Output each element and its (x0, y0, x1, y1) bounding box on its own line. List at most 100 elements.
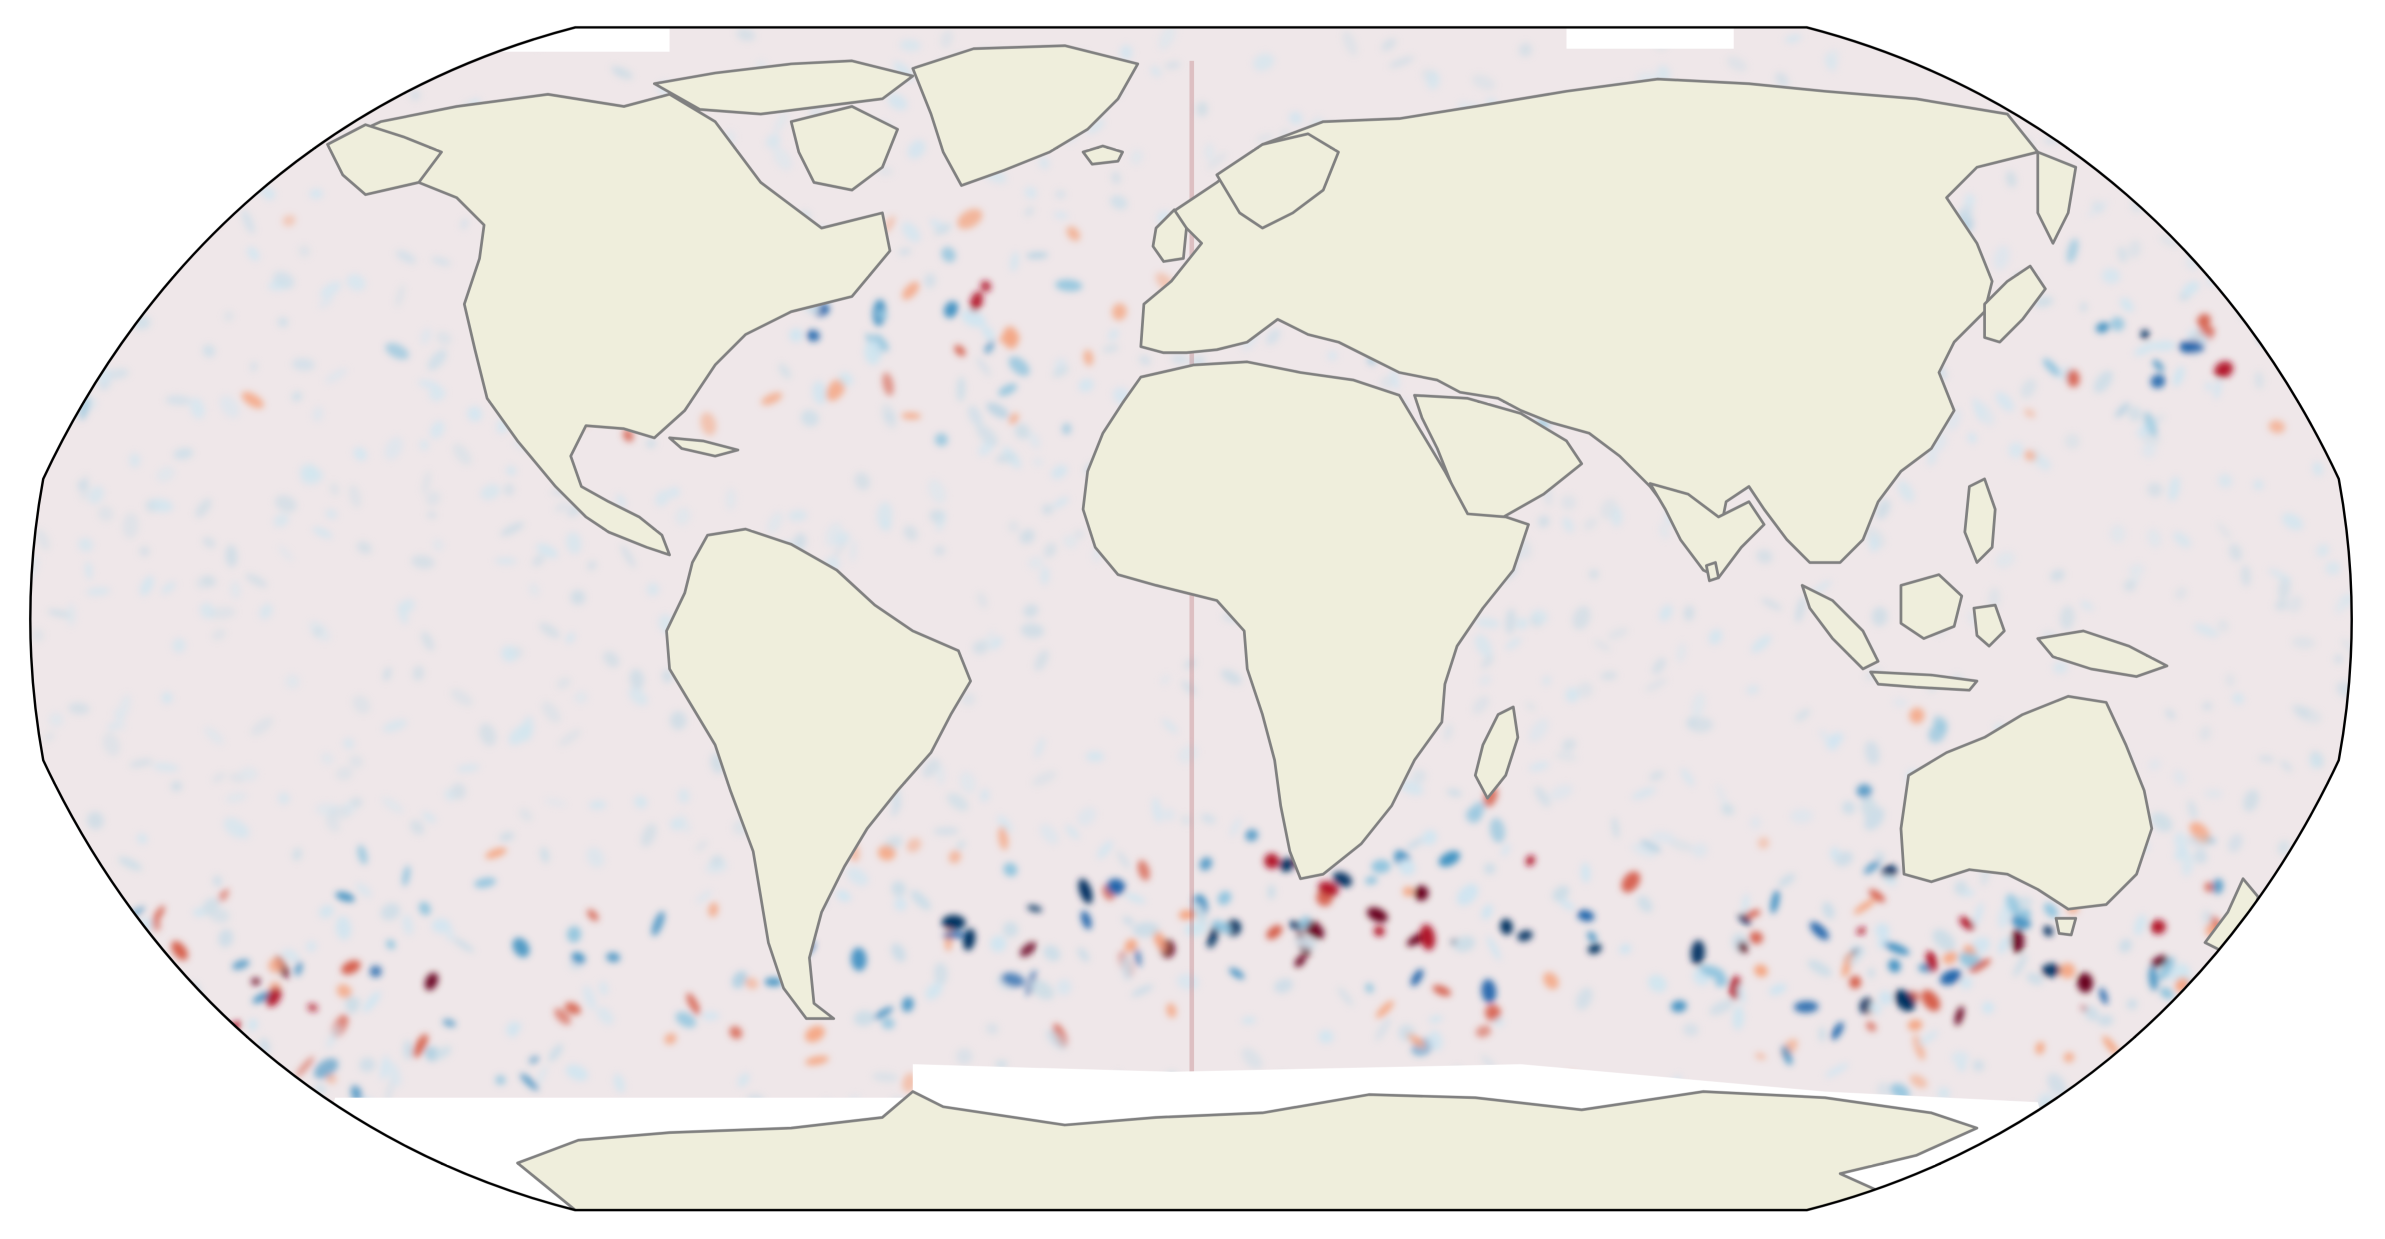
anomaly-eddy (1485, 1004, 1501, 1022)
anomaly-eddy (2263, 294, 2280, 310)
anomaly-eddy (1555, 752, 1578, 761)
anomaly-eddy (1028, 431, 1041, 449)
anomaly-eddy (421, 811, 437, 823)
anomaly-eddy (55, 206, 80, 224)
anomaly-eddy (172, 1014, 190, 1030)
anomaly-eddy (1954, 880, 1968, 895)
anomaly-eddy (176, 179, 188, 195)
anomaly-eddy (103, 1181, 119, 1196)
anomaly-eddy (221, 1140, 233, 1162)
anomaly-eddy (2072, 1131, 2094, 1149)
anomaly-eddy (2249, 299, 2262, 313)
anomaly-eddy (1086, 119, 1105, 134)
anomaly-eddy (2008, 442, 2024, 459)
anomaly-eddy (2150, 374, 2166, 389)
anomaly-eddy (773, 111, 788, 134)
anomaly-eddy (255, 1130, 276, 1153)
anomaly-eddy (2280, 760, 2293, 772)
anomaly-eddy (1008, 356, 1030, 376)
anomaly-eddy (2196, 41, 2214, 58)
anomaly-eddy (48, 712, 64, 728)
anomaly-eddy (2267, 249, 2286, 274)
anomaly-eddy (1824, 1063, 1849, 1078)
anomaly-eddy (30, 1172, 40, 1188)
anomaly-eddy (156, 466, 175, 483)
anomaly-eddy (235, 45, 246, 69)
anomaly-eddy (2251, 194, 2268, 210)
anomaly-eddy (2288, 858, 2303, 884)
anomaly-eddy (1993, 245, 2010, 271)
anomaly-eddy (1475, 1025, 1492, 1038)
anomaly-eddy (2096, 41, 2108, 53)
anomaly-eddy (30, 975, 50, 990)
anomaly-eddy (2304, 1057, 2320, 1079)
anomaly-eddy (1184, 921, 1208, 937)
anomaly-eddy (1443, 723, 1453, 741)
anomaly-eddy (346, 274, 366, 291)
anomaly-eddy (460, 218, 468, 230)
anomaly-eddy (2249, 299, 2262, 313)
anomaly-eddy (1342, 30, 1358, 56)
anomaly-eddy (2276, 165, 2293, 181)
anomaly-eddy (30, 981, 45, 991)
anomaly-eddy (79, 863, 92, 878)
anomaly-eddy (352, 695, 371, 714)
landmass-tasmania (2054, 916, 2078, 937)
anomaly-eddy (157, 995, 172, 1021)
anomaly-eddy (1818, 1026, 1826, 1042)
anomaly-eddy (2248, 983, 2263, 993)
anomaly-eddy (2334, 907, 2347, 922)
anomaly-eddy (55, 206, 80, 224)
anomaly-eddy (503, 483, 515, 496)
anomaly-eddy (2205, 381, 2213, 392)
anomaly-eddy (81, 1015, 93, 1029)
anomaly-eddy (2152, 340, 2176, 351)
anomaly-eddy (1761, 598, 1782, 611)
anomaly-eddy (2140, 1068, 2156, 1085)
anomaly-eddy (873, 334, 889, 352)
anomaly-eddy (273, 513, 289, 527)
anomaly-eddy (52, 271, 61, 280)
anomaly-eddy (1171, 354, 1189, 365)
anomaly-eddy (2187, 1009, 2199, 1024)
anomaly-eddy (219, 1034, 232, 1053)
anomaly-eddy (446, 929, 455, 942)
anomaly-eddy (1892, 698, 1908, 707)
anomaly-eddy (902, 281, 920, 300)
anomaly-eddy (30, 981, 45, 991)
anomaly-eddy (355, 882, 373, 898)
anomaly-eddy (130, 1118, 150, 1127)
anomaly-eddy (651, 911, 665, 936)
anomaly-eddy (61, 973, 73, 987)
anomaly-eddy (87, 1076, 104, 1090)
anomaly-eddy (678, 813, 691, 834)
anomaly-eddy (276, 61, 292, 71)
anomaly-eddy (30, 841, 42, 862)
anomaly-eddy (348, 484, 362, 508)
anomaly-eddy (2274, 329, 2293, 351)
anomaly-eddy (174, 176, 195, 195)
anomaly-eddy (1411, 769, 1427, 784)
anomaly-eddy (2148, 966, 2159, 991)
anomaly-eddy (2054, 1135, 2068, 1157)
anomaly-eddy (395, 284, 405, 307)
anomaly-eddy (2323, 896, 2344, 910)
anomaly-eddy (369, 965, 382, 978)
anomaly-eddy (1180, 815, 1193, 825)
anomaly-eddy (736, 28, 756, 42)
anomaly-eddy (36, 1020, 49, 1038)
anomaly-eddy (882, 372, 894, 396)
anomaly-eddy (30, 355, 40, 372)
anomaly-eddy (294, 961, 303, 976)
anomaly-eddy (2077, 972, 2093, 993)
anomaly-eddy (2296, 1116, 2312, 1128)
anomaly-eddy (1755, 1052, 1766, 1060)
anomaly-eddy (30, 1172, 40, 1188)
anomaly-eddy (97, 505, 114, 522)
anomaly-eddy (235, 45, 246, 69)
anomaly-eddy (1746, 685, 1760, 695)
anomaly-eddy (118, 995, 131, 1009)
anomaly-eddy (354, 1173, 368, 1187)
anomaly-eddy (901, 996, 914, 1012)
